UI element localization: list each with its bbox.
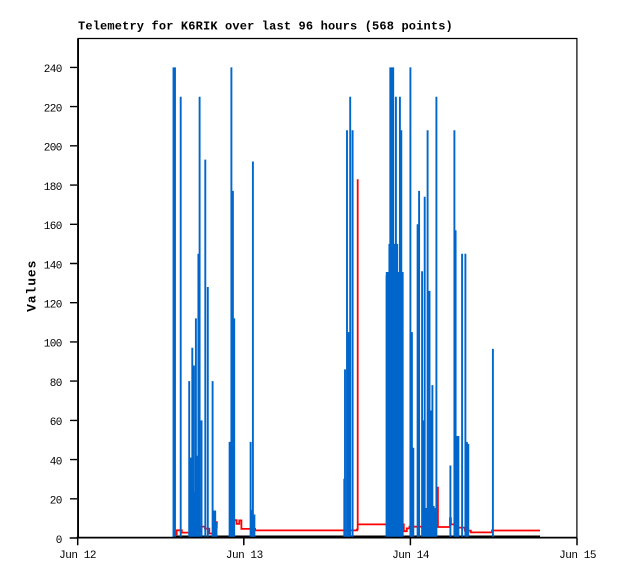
svg-text:240: 240 (44, 64, 62, 76)
svg-text:Telemetry for K6RIK over last: Telemetry for K6RIK over last 96 hours (… (78, 19, 453, 33)
svg-text:160: 160 (44, 221, 62, 233)
svg-text:Jun 13: Jun 13 (226, 550, 263, 562)
svg-text:Jun 12: Jun 12 (59, 550, 96, 562)
svg-text:Jun 14: Jun 14 (392, 550, 430, 562)
svg-text:80: 80 (50, 378, 62, 390)
svg-text:20: 20 (50, 496, 62, 508)
svg-text:Jun 15: Jun 15 (559, 550, 596, 562)
svg-text:220: 220 (44, 103, 62, 115)
svg-text:40: 40 (50, 456, 62, 468)
svg-text:100: 100 (44, 339, 62, 351)
svg-text:140: 140 (44, 260, 62, 272)
svg-text:0: 0 (56, 535, 62, 547)
svg-text:200: 200 (44, 143, 62, 155)
svg-text:Values: Values (25, 260, 40, 312)
svg-text:180: 180 (44, 182, 62, 194)
svg-text:60: 60 (50, 417, 62, 429)
svg-text:120: 120 (44, 300, 62, 312)
